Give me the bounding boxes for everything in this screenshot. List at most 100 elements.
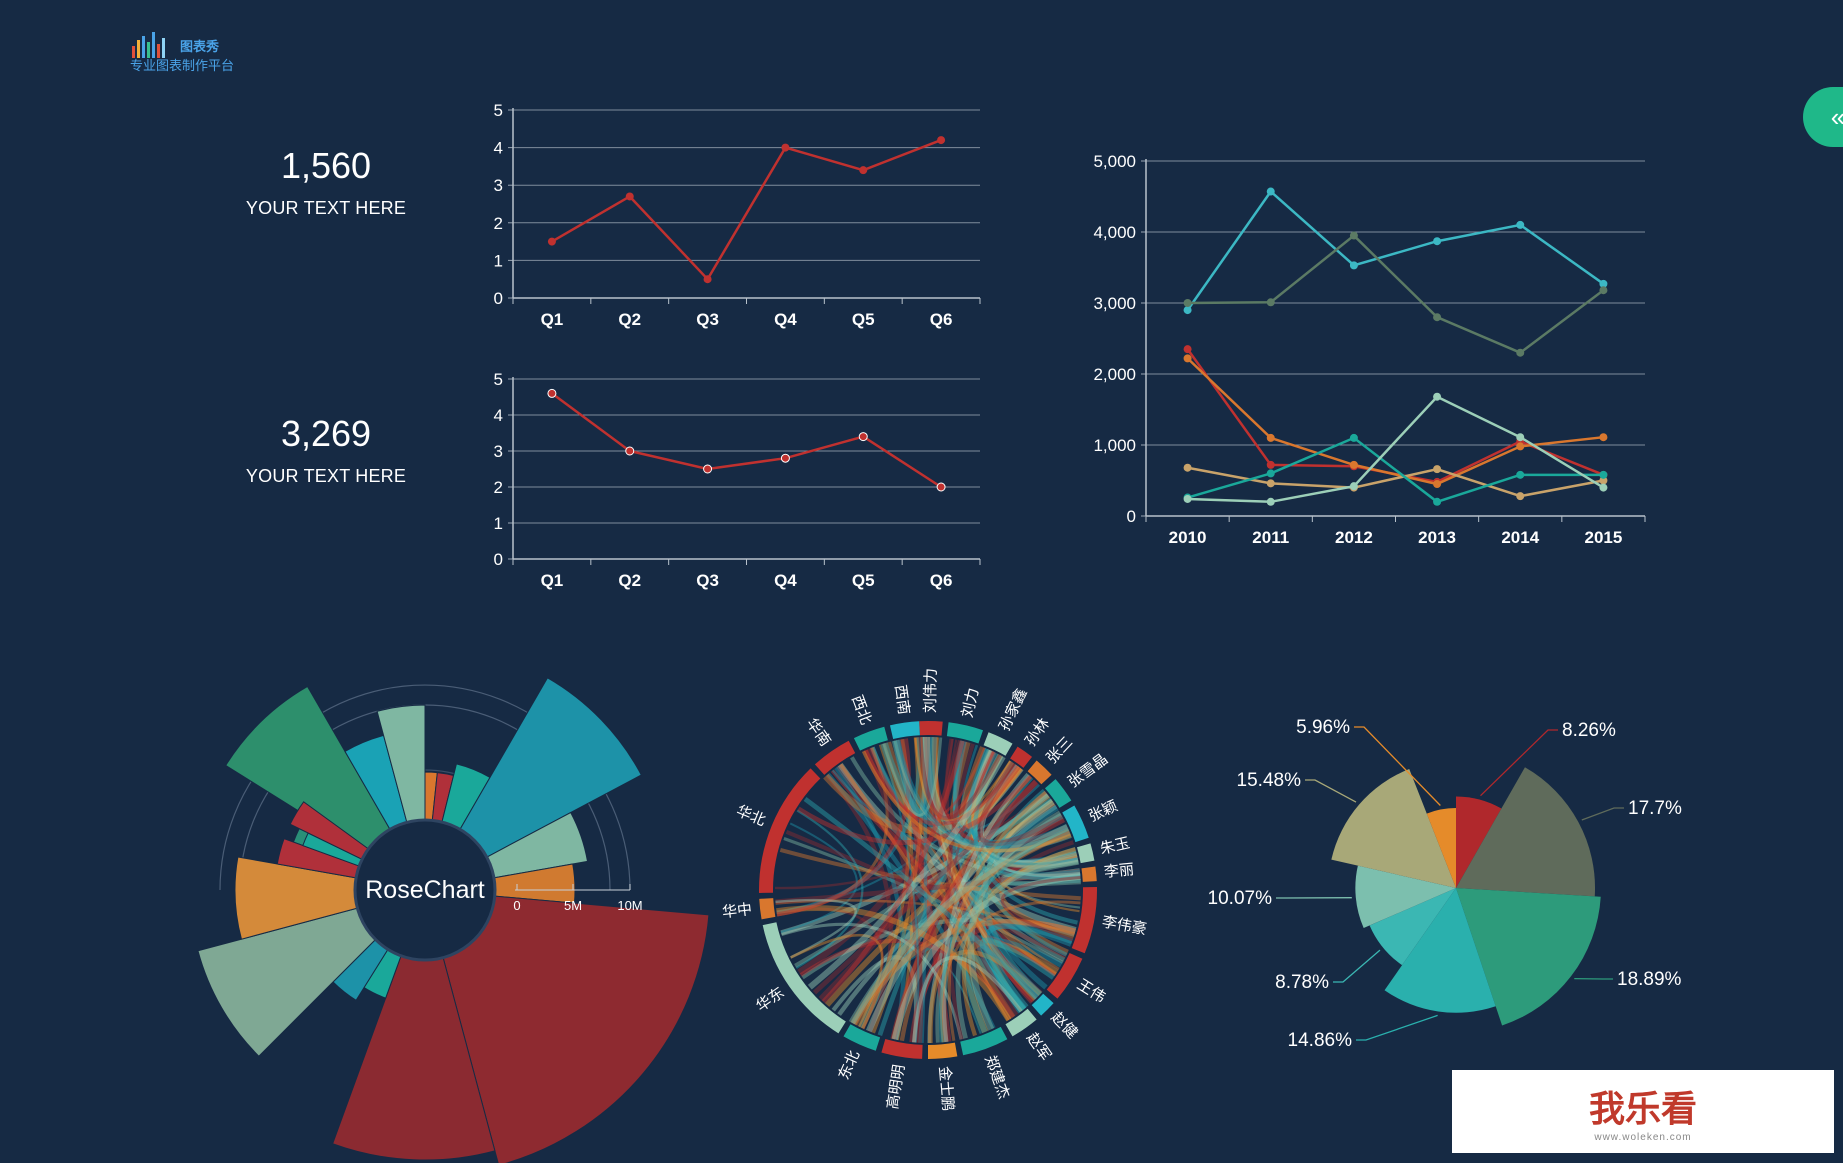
chord-link bbox=[919, 737, 1020, 824]
x-tick-label: Q5 bbox=[852, 310, 875, 329]
chord-group-arc bbox=[762, 922, 846, 1034]
y-tick-label: 1 bbox=[494, 514, 503, 533]
pie-label: 5.96% bbox=[1296, 717, 1350, 738]
pie-slice bbox=[1384, 888, 1496, 1013]
chord-link bbox=[931, 737, 1081, 878]
y-tick-label: 4,000 bbox=[1093, 223, 1136, 242]
data-point bbox=[1516, 442, 1525, 451]
data-point bbox=[1516, 470, 1525, 479]
data-point bbox=[1433, 237, 1442, 246]
chord-link bbox=[890, 779, 1039, 1040]
chord-link bbox=[790, 933, 884, 1028]
data-point bbox=[1349, 261, 1358, 270]
data-point bbox=[1183, 306, 1192, 315]
chord-link bbox=[869, 746, 1066, 962]
chord-link bbox=[979, 937, 1056, 1011]
chord-label: 郑建杰 bbox=[981, 1053, 1012, 1101]
chord-link bbox=[976, 943, 1042, 1013]
chord-link bbox=[899, 790, 1048, 1042]
pie-slice bbox=[1456, 796, 1502, 888]
chord-link bbox=[959, 746, 1022, 828]
chord-link bbox=[914, 737, 1012, 822]
chord-label: 刘力 bbox=[959, 686, 982, 719]
chord-link bbox=[928, 949, 1042, 1044]
pie-slice bbox=[1331, 769, 1456, 888]
chord-link bbox=[783, 837, 1064, 964]
x-tick-label: Q6 bbox=[930, 571, 953, 590]
rose-title: RoseChart bbox=[365, 876, 485, 904]
pie-slice bbox=[1355, 865, 1456, 929]
rose-chart: 0 5M 10M RoseChart bbox=[197, 677, 710, 1163]
data-point bbox=[1599, 286, 1608, 295]
x-tick-label: 2014 bbox=[1501, 528, 1539, 547]
chord-link bbox=[940, 738, 958, 816]
chord-link bbox=[775, 898, 857, 959]
chord-link bbox=[969, 748, 1080, 913]
chord-label: 李伟豪 bbox=[1101, 912, 1149, 938]
chord-label: 华东 bbox=[753, 984, 787, 1015]
y-tick-label: 1 bbox=[494, 251, 503, 270]
series-line-1 bbox=[1187, 233, 1605, 355]
chord-group-arc bbox=[1044, 779, 1072, 808]
chord-label: 李丽 bbox=[1103, 861, 1135, 881]
chord-link bbox=[962, 749, 1019, 827]
chord-link bbox=[962, 749, 1024, 829]
x-tick-label: Q2 bbox=[618, 310, 641, 329]
data-point bbox=[1349, 231, 1358, 240]
chord-link bbox=[926, 736, 1021, 1014]
chord-link bbox=[861, 750, 1072, 853]
chord-link bbox=[994, 798, 1081, 909]
chord-label: 朱玉 bbox=[1098, 835, 1131, 858]
chord-link bbox=[831, 769, 1077, 862]
chord-link bbox=[955, 850, 1078, 1039]
chord-link bbox=[967, 760, 1015, 829]
chord-link bbox=[837, 763, 1077, 933]
chord-link bbox=[953, 741, 1034, 1004]
data-point bbox=[1183, 494, 1192, 503]
chord-link bbox=[896, 739, 915, 1041]
data-point bbox=[703, 275, 712, 284]
series-line-5 bbox=[1187, 436, 1604, 504]
chord-link bbox=[776, 747, 889, 917]
chord-link bbox=[973, 752, 1078, 925]
collapse-panel-button[interactable]: « bbox=[1803, 87, 1843, 147]
data-point bbox=[858, 432, 868, 442]
kpi-value-2: 3,269 bbox=[280, 413, 372, 454]
x-tick-label: 2015 bbox=[1585, 528, 1623, 547]
chord-link bbox=[821, 740, 965, 1004]
chord-link bbox=[877, 754, 1004, 1036]
logo-title: 图表秀 bbox=[180, 39, 220, 54]
chord-link bbox=[785, 829, 1067, 959]
chord-link bbox=[797, 774, 1033, 845]
line-chart-1: 0 1 2 3 4 5 Q1 Q2 Q3 Q4 Q5 Q6 bbox=[494, 101, 981, 329]
chord-group-arc bbox=[814, 740, 856, 775]
chord-link bbox=[775, 868, 1081, 905]
data-point bbox=[1599, 433, 1608, 442]
chord-link bbox=[775, 899, 1075, 935]
y-tick-label: 4 bbox=[494, 406, 503, 425]
pie-slice bbox=[1426, 808, 1456, 888]
chord-link bbox=[850, 828, 1071, 1026]
chord-link bbox=[952, 740, 1053, 837]
chord-label: 刘伟力 bbox=[922, 668, 940, 713]
pie-label: 8.78% bbox=[1275, 972, 1329, 993]
chord-link bbox=[960, 744, 1041, 831]
y-tick-label: 1,000 bbox=[1093, 436, 1136, 455]
series-line-4 bbox=[1187, 466, 1604, 498]
chord-link bbox=[824, 800, 1056, 1007]
data-point bbox=[1266, 460, 1275, 469]
x-tick-label: 2011 bbox=[1252, 528, 1289, 547]
chord-link bbox=[852, 918, 1077, 1026]
pie-leader-line bbox=[1581, 807, 1624, 821]
data-point bbox=[1433, 392, 1442, 401]
chord-group-arc bbox=[1081, 866, 1097, 882]
data-point bbox=[547, 237, 556, 246]
data-point bbox=[1433, 465, 1442, 474]
chord-link bbox=[803, 796, 1039, 999]
pie-leader-line bbox=[1333, 949, 1381, 983]
chord-link bbox=[851, 935, 1063, 1025]
chord-link bbox=[871, 737, 925, 1034]
y-tick-label: 5,000 bbox=[1093, 152, 1136, 171]
data-point bbox=[1183, 463, 1192, 472]
chord-link bbox=[997, 818, 1079, 871]
